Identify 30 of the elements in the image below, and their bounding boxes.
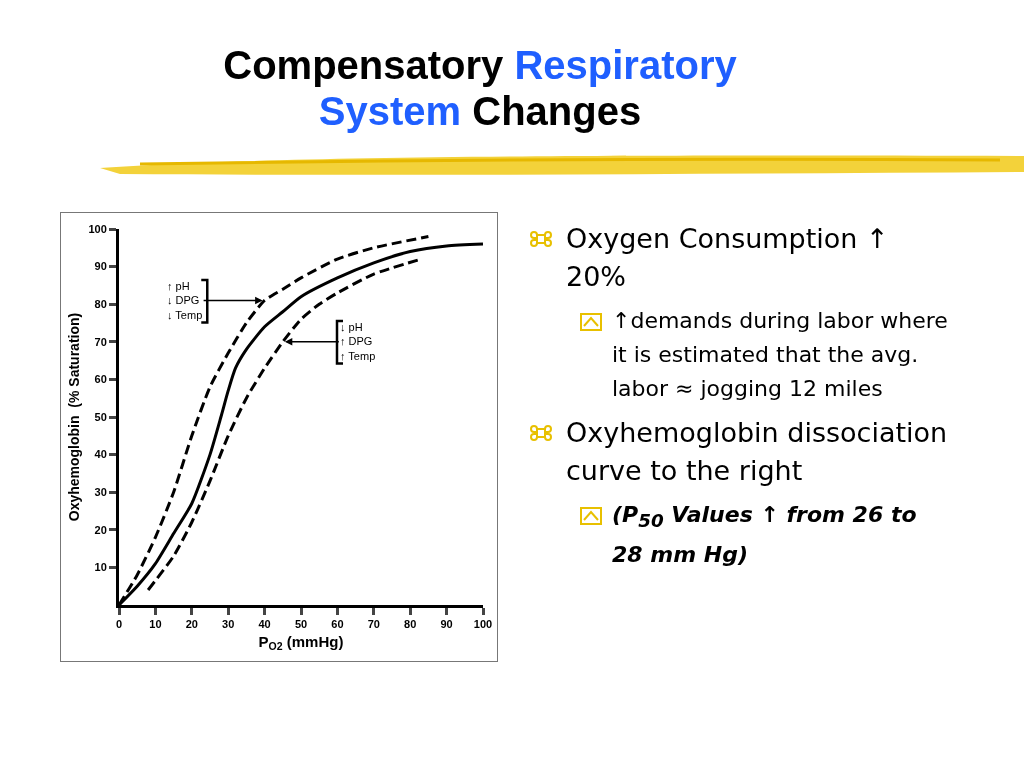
text: ↑demands during labor where it is estimated that the avg. labor ≈ jogging 12 miles — [612, 308, 948, 401]
x-tick-label: 70 — [367, 618, 380, 631]
annotation: ↓ pH ↑ DPG ↑ Temp — [340, 321, 376, 362]
text: (P$_{50}$ Values ↑ from 26 to 28 mm Hg) — [612, 502, 917, 568]
x-tick-label: 30 — [222, 618, 235, 631]
y-tick-label: 100 — [88, 222, 107, 235]
chart-title: Compensatory Respiratory System Changes — [223, 43, 737, 133]
x-tick-label: 40 — [258, 618, 271, 631]
y-tick-label: 40 — [94, 448, 107, 461]
y-tick-label: 70 — [94, 335, 107, 348]
x-tick-label: 0 — [115, 618, 123, 631]
annotation: ↑ pH ↓ DPG ↓ Temp — [167, 280, 203, 321]
y-tick-label: 90 — [94, 260, 107, 273]
y-tick-label: 80 — [94, 298, 107, 311]
x-tick-label: 80 — [404, 618, 417, 631]
x-tick-label: 10 — [149, 618, 162, 631]
x-tick-label: 20 — [185, 618, 198, 631]
y-tick-label: 10 — [94, 561, 107, 574]
x-tick-label: 90 — [440, 618, 453, 631]
x-tick-label: 50 — [294, 618, 308, 631]
text: Oxygen Consumption ↑ 20% — [566, 223, 889, 292]
y-tick-label: 30 — [94, 486, 107, 499]
text: Oxyhemoglobin dissociation curve to the right — [566, 417, 948, 486]
y-tick-label: 50 — [94, 410, 107, 423]
x-axis-title: P$_{O2}$ (mmHg) — [258, 633, 344, 653]
y-tick-label: 60 — [94, 373, 107, 386]
x-tick-label: 100 — [473, 618, 493, 631]
x-tick-label: 60 — [331, 618, 344, 631]
y-axis-title: Oxyhemoglobin (% Saturation) — [66, 312, 83, 522]
y-tick-label: 20 — [94, 523, 107, 536]
